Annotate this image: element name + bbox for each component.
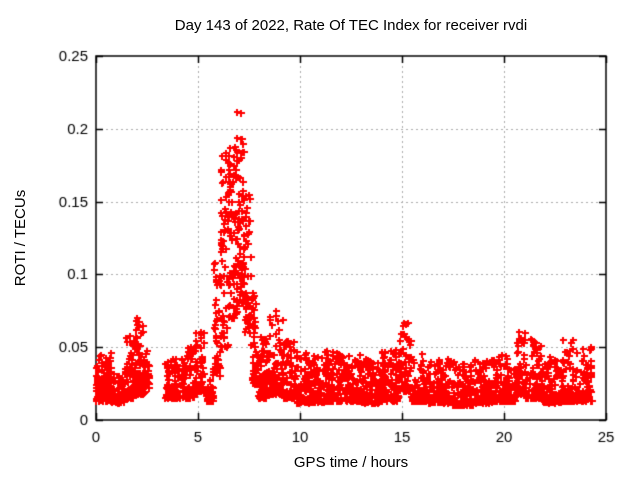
y-axis-label: ROTI / TECUs	[12, 189, 29, 287]
chart-title: Day 143 of 2022, Rate Of TEC Index for r…	[174, 17, 528, 34]
x-axis-label: GPS time / hours	[293, 454, 409, 471]
